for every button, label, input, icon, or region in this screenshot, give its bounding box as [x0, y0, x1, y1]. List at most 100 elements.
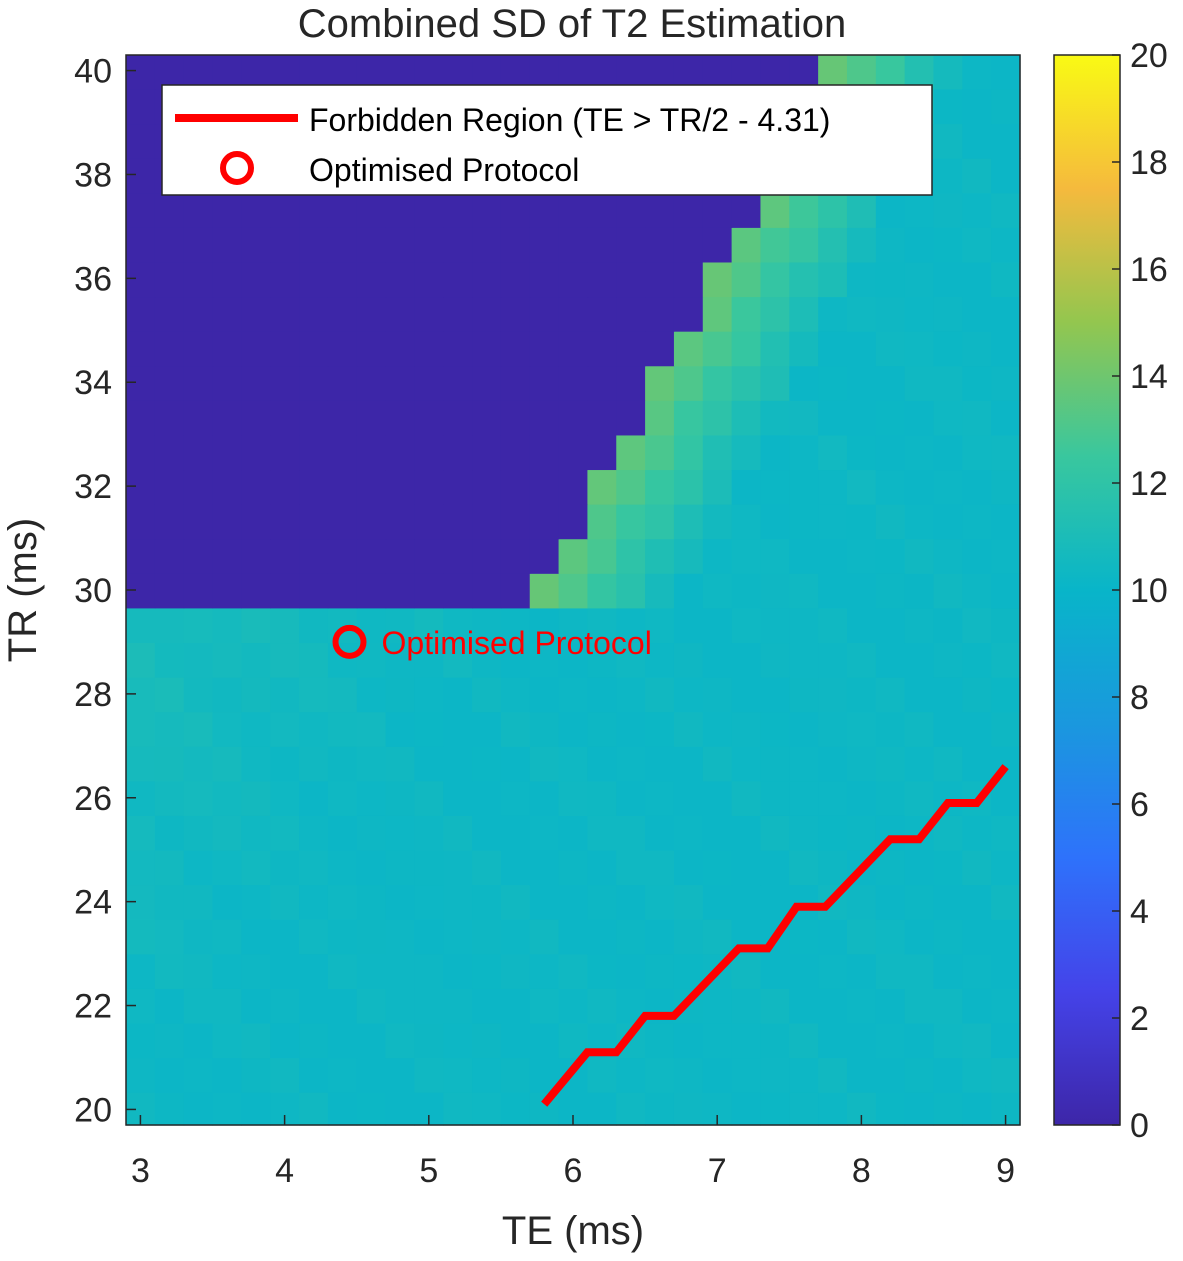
- heatmap-cell: [443, 884, 473, 920]
- heatmap-cell: [154, 815, 185, 851]
- heatmap-cell: [904, 55, 935, 90]
- heatmap-cell: [500, 780, 531, 816]
- heatmap-cell: [789, 919, 819, 955]
- heatmap-cell: [529, 711, 560, 747]
- heatmap-cell: [327, 677, 358, 713]
- heatmap-cell: [299, 746, 329, 782]
- heatmap-cell: [356, 815, 387, 851]
- heatmap-cell: [472, 815, 502, 851]
- heatmap-cell: [875, 919, 906, 955]
- heatmap-cell: [789, 331, 819, 367]
- heatmap-cell: [760, 434, 790, 471]
- heatmap-cell: [587, 642, 617, 678]
- heatmap-cell: [731, 607, 762, 644]
- heatmap-cell: [414, 192, 444, 228]
- heatmap-cell: [875, 607, 906, 644]
- heatmap-cell: [933, 192, 963, 228]
- heatmap-cell: [356, 849, 387, 886]
- heatmap-cell: [731, 296, 762, 332]
- heatmap-cell: [818, 227, 848, 263]
- heatmap-cell: [500, 849, 531, 886]
- heatmap-cell: [991, 1057, 1021, 1093]
- heatmap-cell: [616, 296, 646, 332]
- heatmap-cell: [673, 1057, 704, 1093]
- heatmap-cell: [587, 227, 617, 263]
- heatmap-cell: [962, 55, 992, 90]
- heatmap-cell: [443, 434, 473, 471]
- x-tick-label: 7: [708, 1152, 727, 1190]
- heatmap-cell: [529, 1022, 560, 1059]
- heatmap-cell: [500, 677, 531, 713]
- heatmap-cell: [731, 642, 762, 678]
- heatmap-cell: [991, 434, 1021, 471]
- heatmap-cell: [356, 746, 387, 782]
- heatmap-cell: [587, 538, 617, 574]
- heatmap-cell: [702, 331, 733, 367]
- heatmap-cell: [472, 331, 502, 367]
- heatmap-cell: [875, 400, 906, 436]
- heatmap-cell: [356, 331, 387, 367]
- heatmap-cell: [645, 815, 675, 851]
- heatmap-cell: [933, 1092, 963, 1126]
- heatmap-cell: [529, 607, 560, 644]
- heatmap-cell: [472, 607, 502, 644]
- colorbar-tick-label: 18: [1130, 144, 1168, 182]
- heatmap-cell: [616, 192, 646, 228]
- heatmap-cell: [414, 884, 444, 920]
- heatmap-cell: [760, 331, 790, 367]
- heatmap-cell: [270, 1057, 300, 1093]
- heatmap-cell: [558, 573, 589, 609]
- heatmap-cell: [673, 469, 704, 505]
- heatmap-cell: [702, 884, 733, 920]
- heatmap-cell: [414, 677, 444, 713]
- heatmap-cell: [154, 988, 185, 1024]
- heatmap-cell: [818, 746, 848, 782]
- heatmap-cell: [645, 884, 675, 920]
- heatmap-cell: [241, 711, 271, 747]
- heatmap-cell: [385, 573, 415, 609]
- heatmap-cell: [385, 711, 415, 747]
- y-tick-label: 24: [74, 884, 112, 922]
- heatmap-cell: [154, 849, 185, 886]
- heatmap-cell: [299, 711, 329, 747]
- heatmap-cell: [702, 365, 733, 401]
- heatmap-cell: [385, 884, 415, 920]
- heatmap-cell: [558, 711, 589, 747]
- heatmap-cell: [212, 434, 242, 471]
- colorbar-tick-label: 10: [1130, 572, 1168, 610]
- heatmap-cell: [385, 642, 415, 678]
- heatmap-cell: [731, 538, 762, 574]
- heatmap-cell: [126, 504, 156, 540]
- heatmap-cell: [616, 261, 646, 298]
- heatmap-cell: [443, 919, 473, 955]
- heatmap-cell: [875, 296, 906, 332]
- heatmap-cell: [270, 988, 300, 1024]
- heatmap-cell: [558, 296, 589, 332]
- heatmap-cell: [789, 1022, 819, 1059]
- heatmap-cell: [616, 227, 646, 263]
- heatmap-cell: [241, 331, 271, 367]
- heatmap-cell: [356, 261, 387, 298]
- heatmap-cell: [299, 434, 329, 471]
- heatmap-cell: [702, 1022, 733, 1059]
- heatmap-cell: [933, 746, 963, 782]
- heatmap-cell: [529, 331, 560, 367]
- heatmap-cell: [183, 365, 214, 401]
- heatmap-cell: [616, 331, 646, 367]
- heatmap-cell: [962, 123, 992, 159]
- heatmap-cell: [933, 469, 963, 505]
- heatmap-cell: [731, 227, 762, 263]
- heatmap-cell: [327, 227, 358, 263]
- heatmap-cell: [616, 1092, 646, 1126]
- heatmap-cell: [126, 158, 156, 194]
- heatmap-cell: [183, 919, 214, 955]
- heatmap-cell: [299, 296, 329, 332]
- heatmap-cell: [673, 677, 704, 713]
- heatmap-cell: [443, 988, 473, 1024]
- heatmap-cell: [558, 642, 589, 678]
- heatmap-cell: [270, 849, 300, 886]
- heatmap-cell: [558, 434, 589, 471]
- heatmap-cell: [702, 988, 733, 1024]
- y-tick-label: 32: [74, 468, 112, 506]
- heatmap-cell: [558, 919, 589, 955]
